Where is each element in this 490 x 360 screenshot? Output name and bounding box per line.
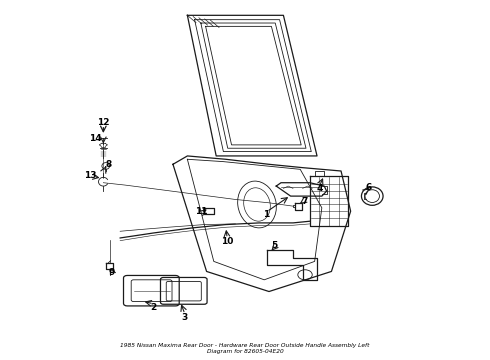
Text: 1985 Nissan Maxima Rear Door - Hardware Rear Door Outside Handle Assembly Left
D: 1985 Nissan Maxima Rear Door - Hardware … <box>121 343 369 354</box>
Text: 4: 4 <box>316 184 322 193</box>
Text: 8: 8 <box>105 160 111 169</box>
Text: 2: 2 <box>150 303 157 312</box>
Text: 12: 12 <box>97 118 110 127</box>
Text: 9: 9 <box>108 267 115 276</box>
Text: 6: 6 <box>365 183 371 192</box>
Text: 14: 14 <box>89 134 101 143</box>
Text: 1: 1 <box>264 210 270 219</box>
Text: 10: 10 <box>220 237 233 246</box>
Text: 11: 11 <box>195 207 207 216</box>
Text: 3: 3 <box>182 313 188 322</box>
Text: 5: 5 <box>271 241 278 250</box>
Text: 13: 13 <box>84 171 97 180</box>
Text: 7: 7 <box>302 197 308 206</box>
